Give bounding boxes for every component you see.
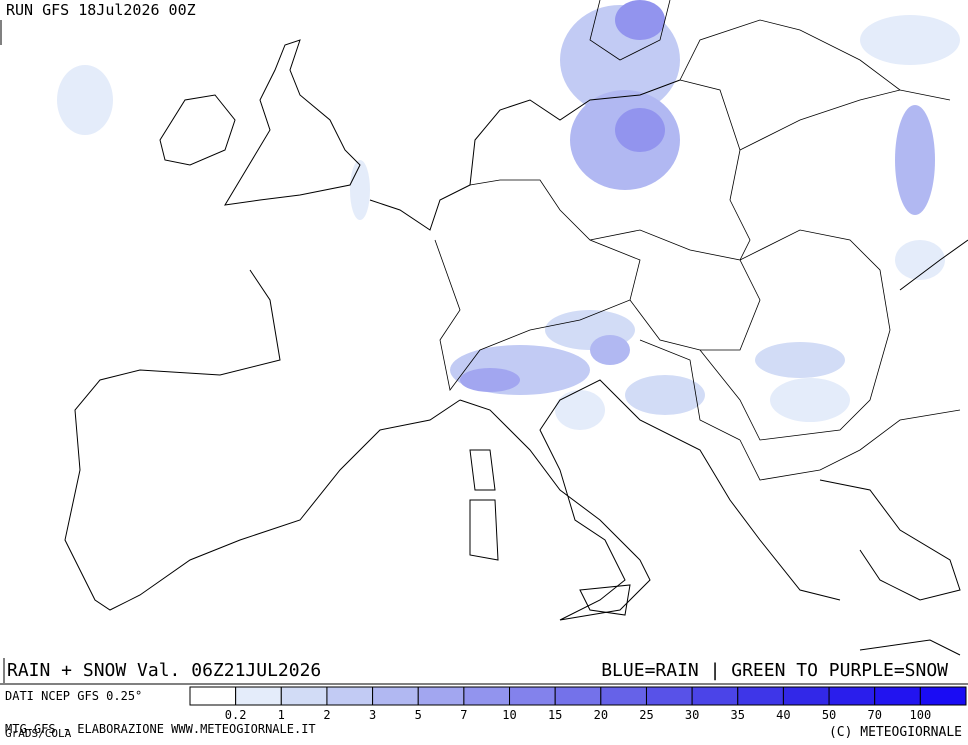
colorbar-box xyxy=(326,686,374,706)
colorbar-label: 25 xyxy=(639,708,653,722)
run-label: RUN GFS 18Jul2026 00Z xyxy=(6,1,196,19)
colorbar-label: 15 xyxy=(548,708,562,722)
colorbar-box xyxy=(782,686,830,706)
colorbar-label: 50 xyxy=(822,708,836,722)
colorbar-box xyxy=(372,686,419,706)
colorbar-label: 7 xyxy=(460,708,467,722)
colorbar-box xyxy=(600,686,647,706)
colorbar-label: 30 xyxy=(685,708,699,722)
credit: MTG-GFS - ELABORAZIONE WWW.METEOGIORNALE… xyxy=(5,722,316,736)
colorbar-box xyxy=(828,686,876,706)
footer-title: RAIN + SNOW Val. 06Z21JUL2026 xyxy=(7,660,321,681)
colorbar-box xyxy=(691,686,739,706)
colorbar-label: 70 xyxy=(867,708,881,722)
colorbar-label: 35 xyxy=(731,708,745,722)
colorbar-label: 20 xyxy=(594,708,608,722)
colorbar-box xyxy=(235,686,282,706)
colorbar-box xyxy=(417,686,465,706)
colorbar-label: 2 xyxy=(323,708,330,722)
colorbar-box xyxy=(919,686,967,706)
colorbar-box xyxy=(645,686,693,706)
precip xyxy=(57,0,960,430)
colorbar-box xyxy=(554,686,602,706)
colorbar-box xyxy=(280,686,328,706)
copyright: (C) METEOGIORNALE xyxy=(829,725,962,740)
colorbar-label: 0.2 xyxy=(225,708,247,722)
legend-note: BLUE=RAIN | GREEN TO PURPLE=SNOW xyxy=(601,660,948,681)
colorbar: 0.2 1 2 3 5 7 10 15 20 25 30 35 40 50 70 100 xyxy=(189,686,967,722)
colorbar-label: 100 xyxy=(910,708,932,722)
colorbar-box xyxy=(874,686,921,706)
colorbar-box xyxy=(737,686,784,706)
colorbar-label: 5 xyxy=(415,708,422,722)
header-bg xyxy=(0,0,260,20)
colorbar-label: 10 xyxy=(502,708,516,722)
colorbar-box xyxy=(189,686,237,706)
colorbar-box xyxy=(509,686,556,706)
colorbar-label: 40 xyxy=(776,708,790,722)
grads: GrADS/COLA xyxy=(5,727,72,740)
colorbar-label: 1 xyxy=(278,708,285,722)
colorbar-label: 3 xyxy=(369,708,376,722)
colorbar-box xyxy=(463,686,511,706)
outlines xyxy=(64,0,968,656)
source: DATI NCEP GFS 0.25° xyxy=(5,689,142,703)
